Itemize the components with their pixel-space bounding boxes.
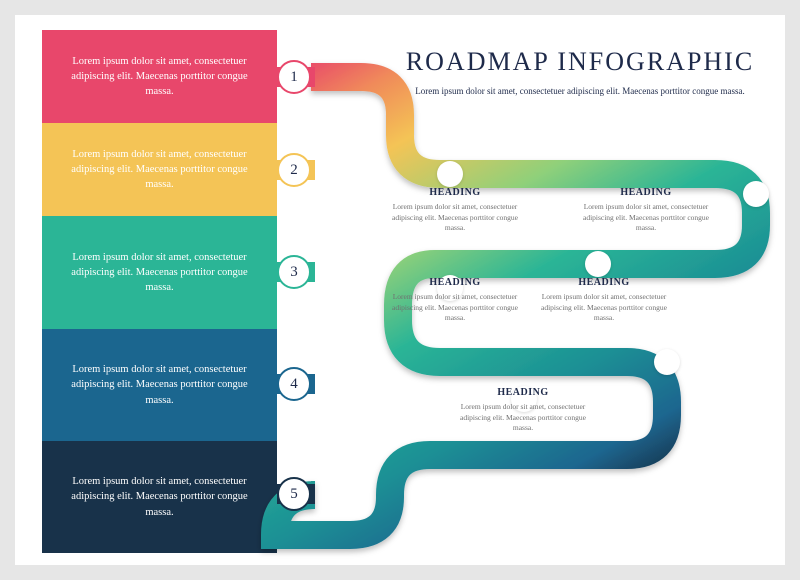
node-5: HEADING Lorem ipsum dolor sit amet, cons… <box>453 387 593 434</box>
node-3-body: Lorem ipsum dolor sit amet, consectetuer… <box>385 292 525 324</box>
marker-1: 1 <box>277 60 311 94</box>
marker-3-num: 3 <box>290 264 298 281</box>
marker-5: 5 <box>277 477 311 511</box>
node-3: HEADING Lorem ipsum dolor sit amet, cons… <box>385 277 525 324</box>
node-5-heading: HEADING <box>453 387 593 398</box>
path-dot-5 <box>654 349 680 375</box>
node-4: HEADING Lorem ipsum dolor sit amet, cons… <box>534 277 674 324</box>
infographic-canvas: ROADMAP INFOGRAPHIC Lorem ipsum dolor si… <box>15 15 785 565</box>
node-4-heading: HEADING <box>534 277 674 288</box>
marker-1-num: 1 <box>290 69 298 86</box>
marker-4: 4 <box>277 367 311 401</box>
path-dot-3 <box>585 251 611 277</box>
marker-2: 2 <box>277 153 311 187</box>
node-2-body: Lorem ipsum dolor sit amet, consectetuer… <box>576 202 716 234</box>
marker-5-num: 5 <box>290 486 298 503</box>
node-2-heading: HEADING <box>576 187 716 198</box>
node-4-body: Lorem ipsum dolor sit amet, consectetuer… <box>534 292 674 324</box>
node-1: HEADING Lorem ipsum dolor sit amet, cons… <box>385 187 525 234</box>
marker-3: 3 <box>277 255 311 289</box>
node-1-body: Lorem ipsum dolor sit amet, consectetuer… <box>385 202 525 234</box>
marker-2-num: 2 <box>290 162 298 179</box>
node-5-body: Lorem ipsum dolor sit amet, consectetuer… <box>453 402 593 434</box>
path-dot-1 <box>437 161 463 187</box>
node-3-heading: HEADING <box>385 277 525 288</box>
node-1-heading: HEADING <box>385 187 525 198</box>
node-2: HEADING Lorem ipsum dolor sit amet, cons… <box>576 187 716 234</box>
path-dot-2 <box>743 181 769 207</box>
marker-4-num: 4 <box>290 376 298 393</box>
